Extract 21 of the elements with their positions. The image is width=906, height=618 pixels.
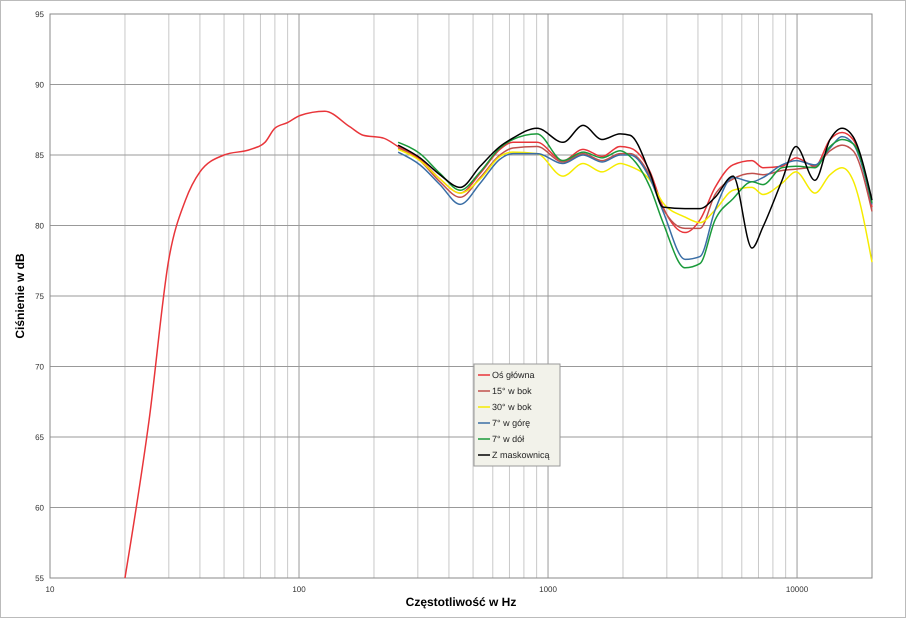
legend-label: Z maskownicą xyxy=(492,450,550,460)
y-tick-label: 60 xyxy=(35,504,45,512)
y-tick-label: 85 xyxy=(35,151,45,160)
y-tick-label: 75 xyxy=(35,292,45,301)
x-tick-label: 10 xyxy=(46,585,55,594)
x-axis-title: Częstotliwość w Hz xyxy=(406,595,516,609)
y-axis-title: Ciśnienie w dB xyxy=(13,253,27,339)
y-tick-label: 55 xyxy=(35,574,45,583)
legend-label: 15° w bok xyxy=(492,386,532,396)
x-tick-label: 100 xyxy=(292,585,306,594)
legend-label: 7° w dół xyxy=(492,434,524,444)
y-tick-label: 90 xyxy=(35,80,45,90)
y-tick-label: 65 xyxy=(35,433,45,442)
y-tick-label: 70 xyxy=(35,362,45,372)
legend-label: 7° w górę xyxy=(492,418,530,428)
y-tick-label: 80 xyxy=(35,222,45,230)
x-tick-label: 1000 xyxy=(539,585,558,594)
x-tick-label: 10000 xyxy=(786,585,809,594)
y-tick-label: 95 xyxy=(35,10,45,19)
legend-label: Oś główna xyxy=(492,370,535,380)
legend-label: 30° w bok xyxy=(492,402,532,412)
